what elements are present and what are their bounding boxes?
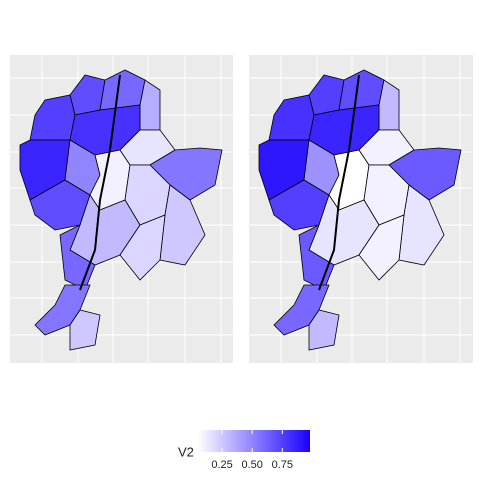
legend-tick-label: 0.75 [272, 459, 293, 471]
river [318, 74, 360, 291]
region [34, 284, 91, 336]
maps [19, 69, 462, 351]
colorbar [198, 430, 310, 452]
region [273, 284, 330, 336]
region [69, 309, 101, 351]
legend-tick-label: 0.25 [211, 459, 232, 471]
legend-title: V2 [178, 444, 194, 459]
legend-tick-label: 0.50 [241, 459, 262, 471]
map-panel [19, 69, 223, 351]
region [308, 309, 340, 351]
river [79, 74, 121, 291]
region [119, 214, 166, 281]
map-panel [258, 69, 462, 351]
region [358, 214, 405, 281]
